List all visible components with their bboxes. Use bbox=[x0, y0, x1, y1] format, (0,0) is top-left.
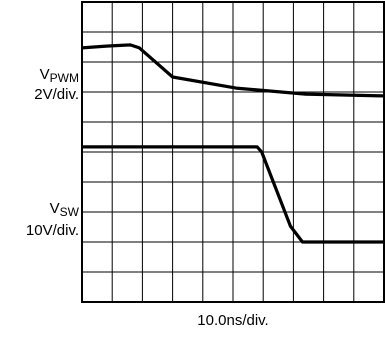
plot-frame bbox=[81, 1, 385, 303]
traces bbox=[81, 43, 385, 244]
trace-pwm bbox=[81, 43, 385, 98]
trace-sw bbox=[82, 145, 384, 244]
time-scale-label: 10.0ns/div. bbox=[197, 312, 269, 329]
graticule bbox=[81, 1, 385, 303]
channel-2-label: VSW bbox=[49, 200, 79, 219]
channel-1-scale: 2V/div. bbox=[34, 86, 79, 103]
channel-1-name: V bbox=[39, 66, 50, 83]
channel-2-scale: 10V/div. bbox=[25, 222, 79, 239]
channel-2-name: V bbox=[49, 200, 60, 217]
channel-1-name-sub: PWM bbox=[49, 71, 79, 85]
channel-2-name-sub: SW bbox=[59, 205, 79, 219]
channel-1-label: VPWM bbox=[39, 66, 79, 85]
